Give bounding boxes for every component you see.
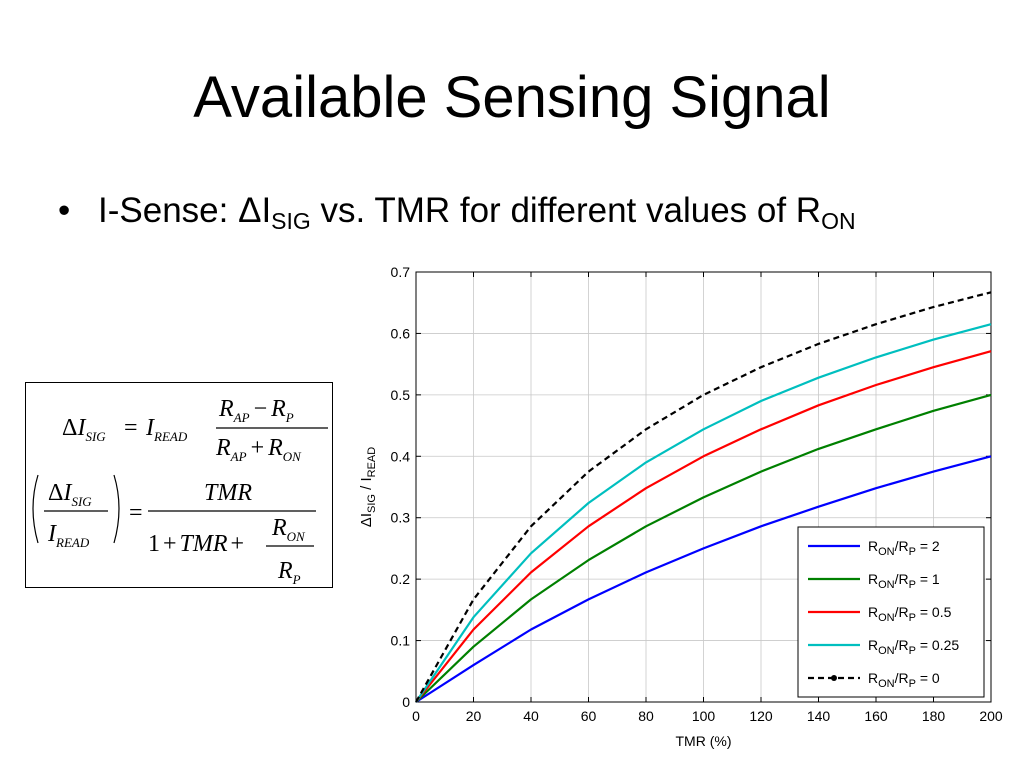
x-tick-label: 20: [466, 708, 482, 724]
series-line-4: [415, 291, 992, 703]
series-line-2: [415, 350, 992, 703]
eq2-numerator-tmr: TMR: [204, 480, 252, 506]
bullet-subscript-on: ON: [821, 208, 856, 234]
legend-label-2: RON/RP = 0.5: [868, 604, 952, 624]
y-tick-label: 0.4: [391, 448, 411, 464]
bullet-text-prefix: I-Sense: ΔI: [98, 191, 272, 230]
eq1-read-sub: READ: [153, 429, 188, 444]
y-tick-label: 0: [402, 694, 410, 710]
equation-2: ΔISIG IREAD = TMR 1 + TMR + RON RP: [32, 474, 316, 587]
x-tick-label: 0: [412, 708, 420, 724]
series-line-3: [415, 323, 992, 703]
y-tick-label: 0.6: [391, 325, 411, 341]
bullet-point: • I-Sense: ΔISIG vs. TMR for different va…: [58, 186, 856, 236]
eq2-right-paren: [113, 474, 120, 544]
eq1-sig-sub: SIG: [85, 429, 106, 444]
svg-text:IREAD: IREAD: [47, 521, 90, 550]
svg-text:1+TMR+: 1 + TMR +: [148, 531, 244, 557]
x-tick-label: 180: [922, 708, 946, 724]
svg-text:ΔISIG: ΔISIG: [48, 480, 92, 509]
x-tick-label: 200: [979, 708, 1003, 724]
legend-label-0: RON/RP = 2: [868, 538, 940, 558]
svg-text:IREAD: IREAD: [145, 415, 188, 444]
bullet-text-mid: vs. TMR for different values of R: [310, 191, 822, 230]
eq1-i-read: I: [145, 415, 155, 441]
formula-box: ΔISIG = IREAD RAP − RP RAP + RON ΔISIG IREAD…: [25, 382, 333, 588]
y-tick-label: 0.5: [391, 387, 411, 403]
x-tick-label: 100: [692, 708, 716, 724]
legend-label-4: RON/RP = 0: [868, 670, 940, 690]
svg-text:RAP−RP: RAP − RP: [218, 396, 294, 425]
eq1-equals: =: [124, 415, 138, 441]
x-tick-label: 40: [523, 708, 539, 724]
equation-1: ΔISIG = IREAD RAP − RP RAP + RON: [62, 396, 328, 464]
x-tick-label: 140: [807, 708, 831, 724]
tmr-chart: 0 20 40 60 80 100 120 140 160 180 200 0 0.1 0.2 0.3 0.4…: [358, 264, 1003, 749]
slide-title: Available Sensing Signal: [193, 65, 831, 130]
series-line-0: [415, 455, 992, 703]
svg-text:ΔISIG: ΔISIG: [62, 415, 106, 444]
series-line-1: [415, 393, 992, 703]
x-tick-label: 160: [864, 708, 888, 724]
legend-label-1: RON/RP = 1: [868, 571, 940, 591]
y-tick-label: 0.1: [391, 633, 411, 649]
eq1-i: I: [76, 415, 86, 441]
bullet-subscript-sig: SIG: [271, 208, 311, 234]
x-tick-label: 80: [638, 708, 654, 724]
legend-label-3: RON/RP = 0.25: [868, 637, 959, 657]
formula-equations: ΔISIG = IREAD RAP − RP RAP + RON ΔISIG IREAD…: [32, 396, 328, 587]
svg-text:RAP+RON: RAP + RON: [215, 435, 302, 464]
x-tick-label: 120: [749, 708, 773, 724]
svg-text:RP: RP: [277, 558, 301, 586]
bullet-dot: •: [58, 191, 71, 230]
y-tick-label: 0.2: [391, 571, 411, 587]
eq1-delta: Δ: [62, 415, 77, 441]
y-axis-label: ΔISIG / IREAD: [358, 447, 378, 527]
x-axis-label: TMR (%): [676, 733, 732, 749]
x-tick-label: 60: [581, 708, 597, 724]
svg-text:RON: RON: [271, 515, 306, 544]
eq2-equals: =: [129, 500, 143, 526]
eq2-left-paren: [32, 474, 39, 544]
legend-marker-4: [831, 675, 837, 681]
y-tick-label: 0.3: [391, 510, 411, 526]
y-tick-label: 0.7: [391, 264, 411, 280]
